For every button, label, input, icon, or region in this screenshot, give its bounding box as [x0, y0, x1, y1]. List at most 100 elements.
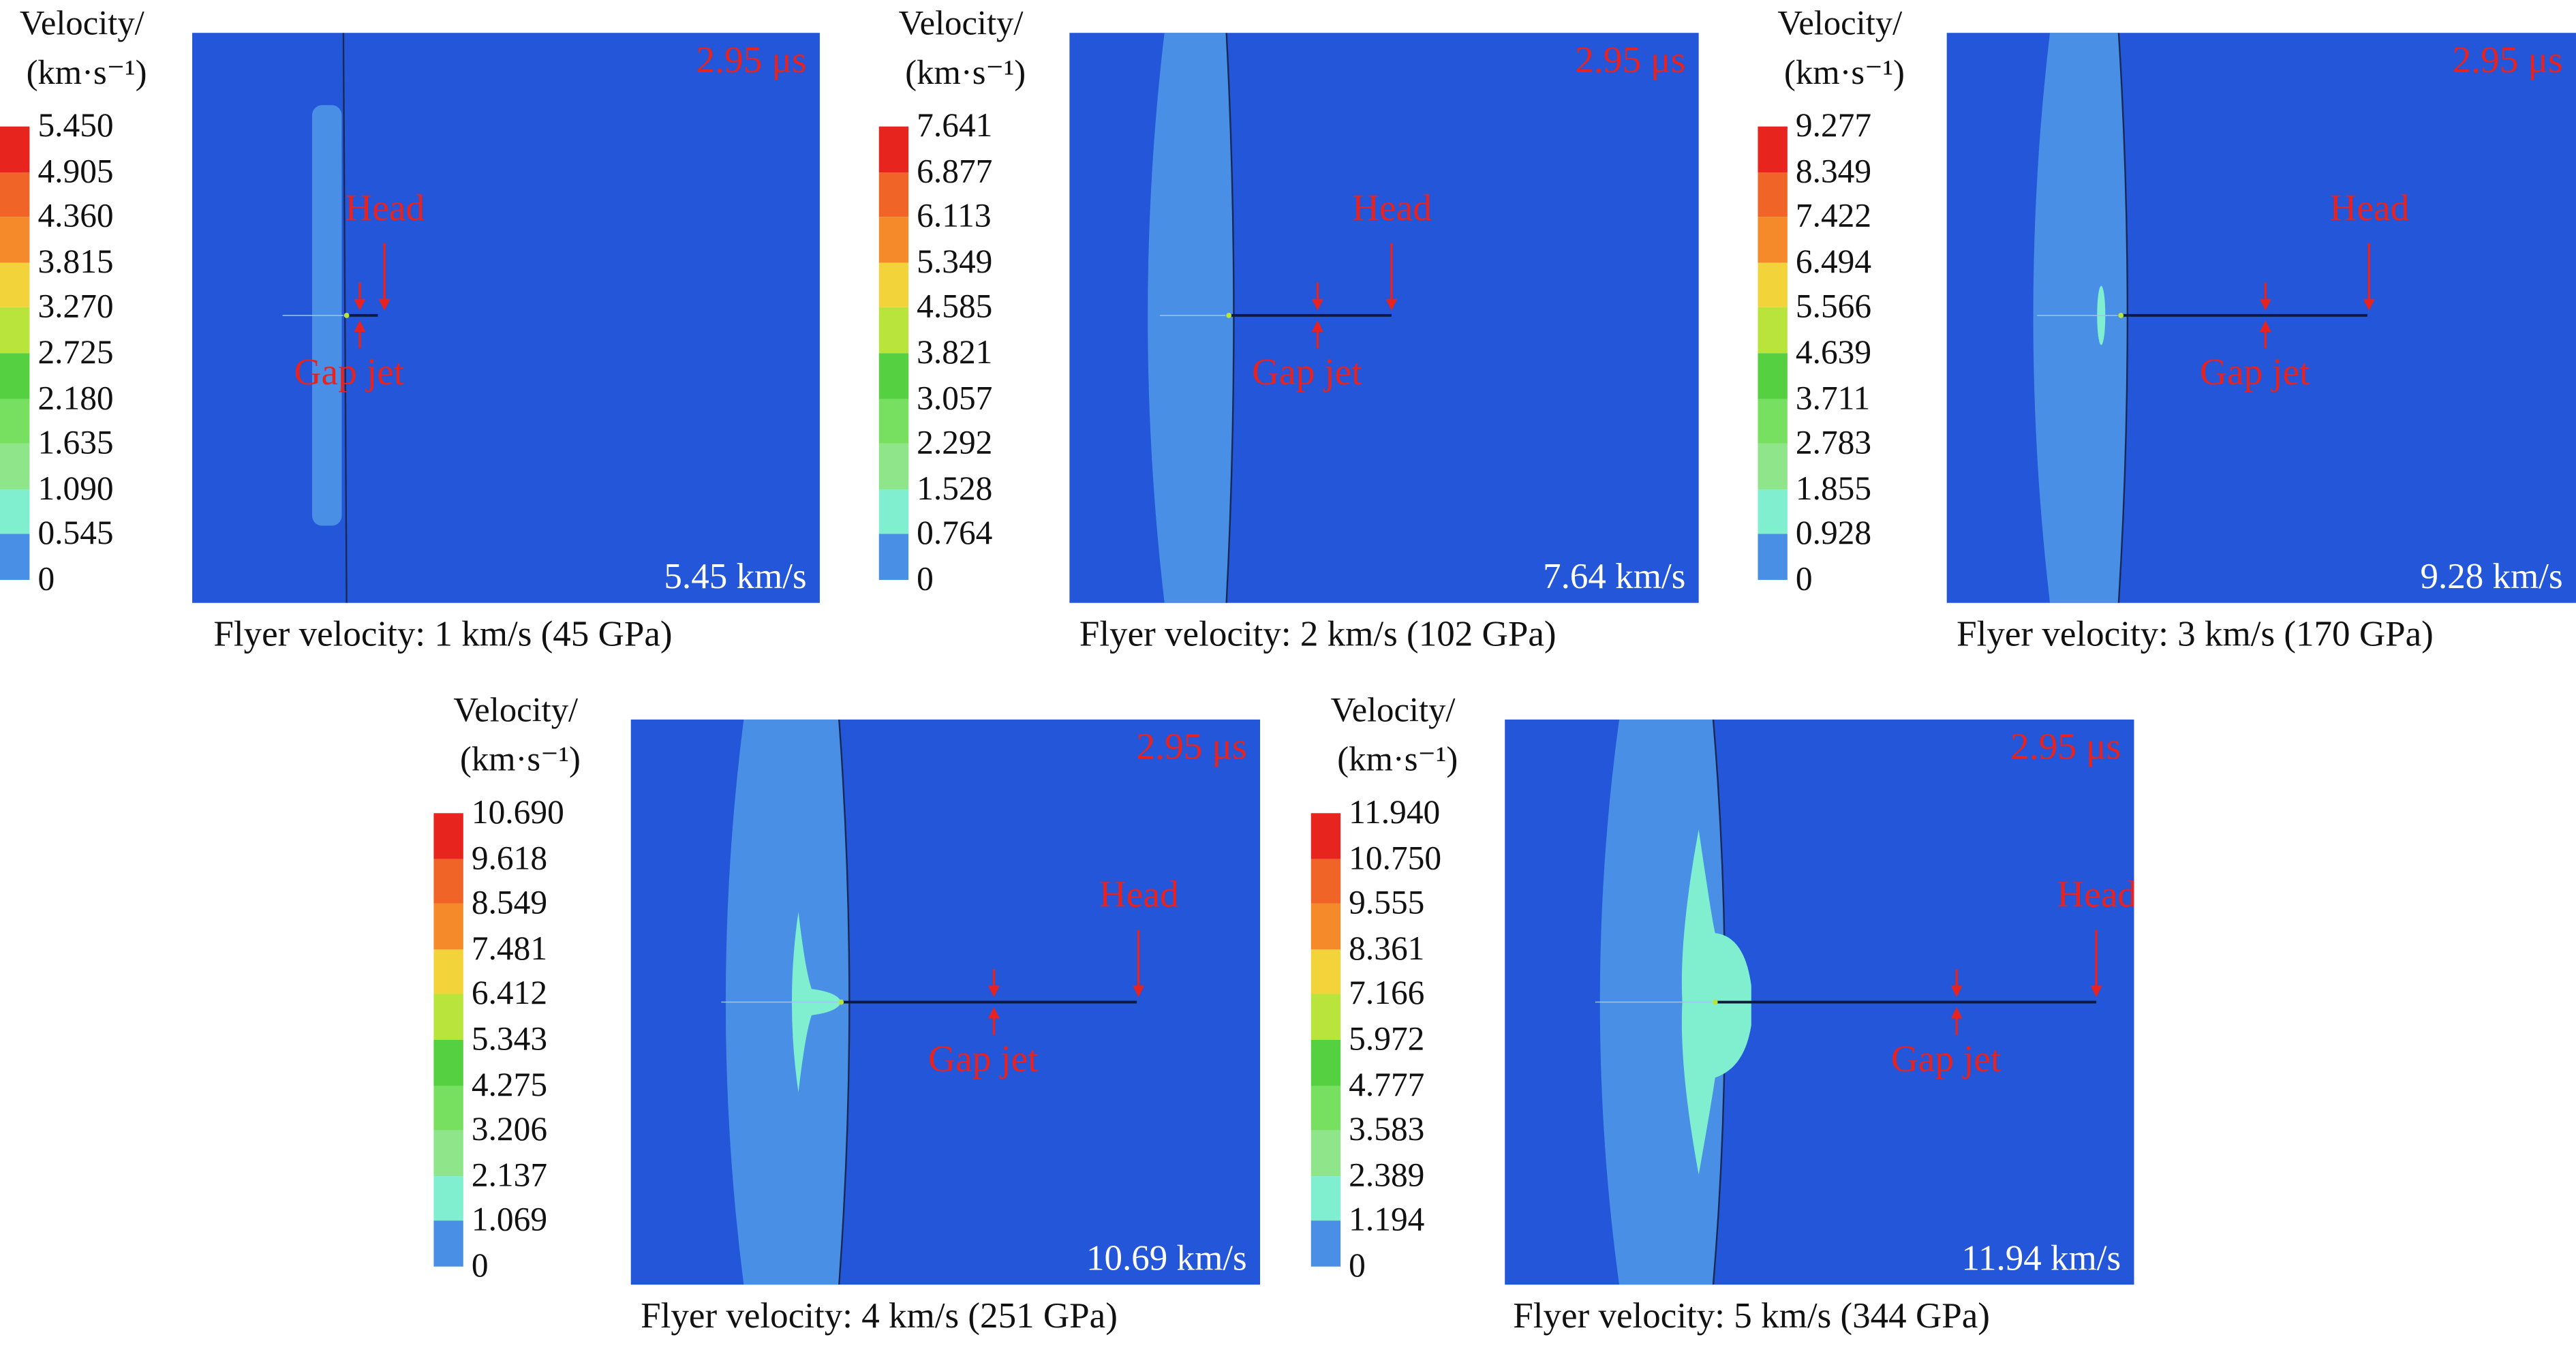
legend-tick-label: 4.639	[1795, 335, 1872, 371]
gap-arrow-up-head	[988, 1007, 1000, 1019]
panel-caption: Flyer velocity: 5 km/s (344 GPa)	[1513, 1294, 1990, 1336]
panel-caption: Flyer velocity: 3 km/s (170 GPa)	[1957, 613, 2434, 654]
legend-unit: (km·s⁻¹)	[1784, 52, 1905, 92]
legend-tick-label: 4.905	[37, 153, 114, 190]
color-scale-swatch	[0, 262, 30, 308]
gap-arrow-down-head	[1950, 985, 1963, 998]
legend-unit: (km·s⁻¹)	[905, 52, 1026, 92]
panel-caption: Flyer velocity: 4 km/s (251 GPa)	[641, 1294, 1118, 1336]
color-scale-swatch	[0, 307, 30, 354]
head-label: Head	[1099, 874, 1179, 915]
time-label: 2.95 μs	[1136, 726, 1247, 767]
legend-tick-label: 2.783	[1795, 425, 1872, 462]
compressed-region	[1148, 33, 1234, 603]
legend-tick-label: 7.641	[917, 108, 993, 145]
legend-unit: (km·s⁻¹)	[459, 739, 581, 779]
legend-tick-label: 9.618	[471, 840, 548, 877]
time-label: 2.95 μs	[696, 39, 807, 81]
color-scale-swatch	[0, 398, 30, 444]
gap-arrow-down-head	[2259, 298, 2271, 311]
color-scale-swatch	[0, 172, 30, 217]
legend-tick-label: 4.275	[471, 1066, 548, 1104]
color-scale-swatch	[878, 126, 909, 172]
color-scale-swatch	[878, 353, 909, 399]
legend-tick-label: 2.137	[471, 1158, 548, 1195]
color-scale-swatch	[878, 534, 909, 580]
gap-arrow-up-head	[1311, 320, 1323, 332]
color-scale-swatch	[1758, 534, 1788, 580]
flow-field-svg	[721, 719, 1145, 1285]
legend-tick-label: 5.349	[917, 244, 993, 281]
legend-tick-label: 2.389	[1349, 1158, 1425, 1195]
legend-tick-label: 3.206	[471, 1112, 548, 1149]
gap-arrow-down-head	[354, 298, 366, 311]
color-scale-swatch	[1310, 1220, 1341, 1267]
compressed-region	[2033, 33, 2128, 603]
gap-arrow-down-head	[1311, 298, 1323, 311]
color-scale-swatch	[1758, 217, 1788, 263]
jet-root	[838, 999, 844, 1005]
color-scale-swatch	[1310, 1085, 1341, 1131]
legend-title: Velocity/	[1777, 3, 1903, 43]
color-scale-swatch	[1758, 398, 1788, 444]
color-scale-swatch	[433, 994, 463, 1040]
simulation-field: 2.95 μs Head Gap jet 11.94 km/s	[1505, 719, 2134, 1285]
legend-tick-label: 4.360	[37, 199, 114, 236]
color-scale-bar	[1310, 813, 1341, 1267]
legend-tick-label: 7.166	[1349, 976, 1425, 1013]
jet-speed-label: 9.28 km/s	[2420, 555, 2563, 597]
legend-unit: (km·s⁻¹)	[26, 52, 147, 92]
color-scale-swatch	[0, 489, 30, 535]
legend-tick-label: 6.412	[471, 976, 548, 1013]
head-label: Head	[345, 187, 425, 229]
legend-tick-label: 5.566	[1795, 290, 1872, 326]
legend-tick-label: 0	[37, 562, 55, 598]
jet-root	[1226, 312, 1232, 318]
gap-jet-label: Gap jet	[1251, 351, 1362, 393]
legend-tick-label: 5.343	[471, 1021, 548, 1058]
legend-tick-label: 4.777	[1349, 1066, 1425, 1104]
legend-tick-label: 8.361	[1349, 931, 1425, 968]
color-scale-swatch	[0, 444, 30, 489]
jet-speed-label: 5.45 km/s	[664, 555, 807, 597]
legend-tick-label: 1.855	[1795, 471, 1872, 508]
legend-unit: (km·s⁻¹)	[1337, 739, 1458, 779]
flow-field-svg	[1595, 719, 2102, 1285]
color-scale-swatch	[878, 307, 909, 354]
legend-tick-label: 0	[471, 1248, 489, 1285]
color-scale-swatch	[1310, 1039, 1341, 1086]
legend-tick-label: 6.113	[917, 199, 992, 236]
color-scale-swatch	[1758, 444, 1788, 489]
color-scale-swatch	[1758, 172, 1788, 217]
color-scale-swatch	[878, 217, 909, 263]
color-scale-swatch	[1758, 262, 1788, 308]
legend-tick-label: 9.555	[1349, 885, 1425, 922]
gap-arrow-up-head	[2259, 320, 2271, 332]
color-scale-swatch	[0, 126, 30, 172]
legend-tick-label: 0.545	[37, 516, 114, 553]
legend-tick-label: 2.180	[37, 380, 114, 417]
color-scale-swatch	[433, 904, 463, 949]
color-scale-swatch	[1758, 126, 1788, 172]
legend-tick-label: 1.194	[1349, 1203, 1425, 1240]
gap-arrow-down-head	[988, 985, 1000, 998]
jet-speed-label: 11.94 km/s	[1961, 1237, 2121, 1278]
flow-field-svg	[282, 33, 390, 603]
color-scale-swatch	[1310, 1176, 1341, 1221]
legend-tick-label: 0	[1795, 562, 1813, 598]
color-scale-swatch	[1310, 904, 1341, 949]
legend-tick-label: 4.585	[917, 290, 993, 326]
legend-tick-label: 9.277	[1795, 108, 1872, 145]
gap-jet-label: Gap jet	[1890, 1038, 2002, 1079]
legend-tick-label: 11.940	[1349, 795, 1441, 831]
jet-speed-label: 7.64 km/s	[1543, 555, 1686, 597]
legend-tick-label: 10.690	[471, 795, 564, 831]
color-scale-bar	[433, 813, 463, 1267]
legend-tick-label: 8.349	[1795, 153, 1872, 190]
color-scale-swatch	[433, 1220, 463, 1267]
legend-tick-label: 0.764	[917, 516, 993, 553]
color-scale-swatch	[433, 1085, 463, 1131]
legend-tick-label: 2.292	[917, 425, 993, 462]
legend-tick-label: 0	[917, 562, 934, 598]
